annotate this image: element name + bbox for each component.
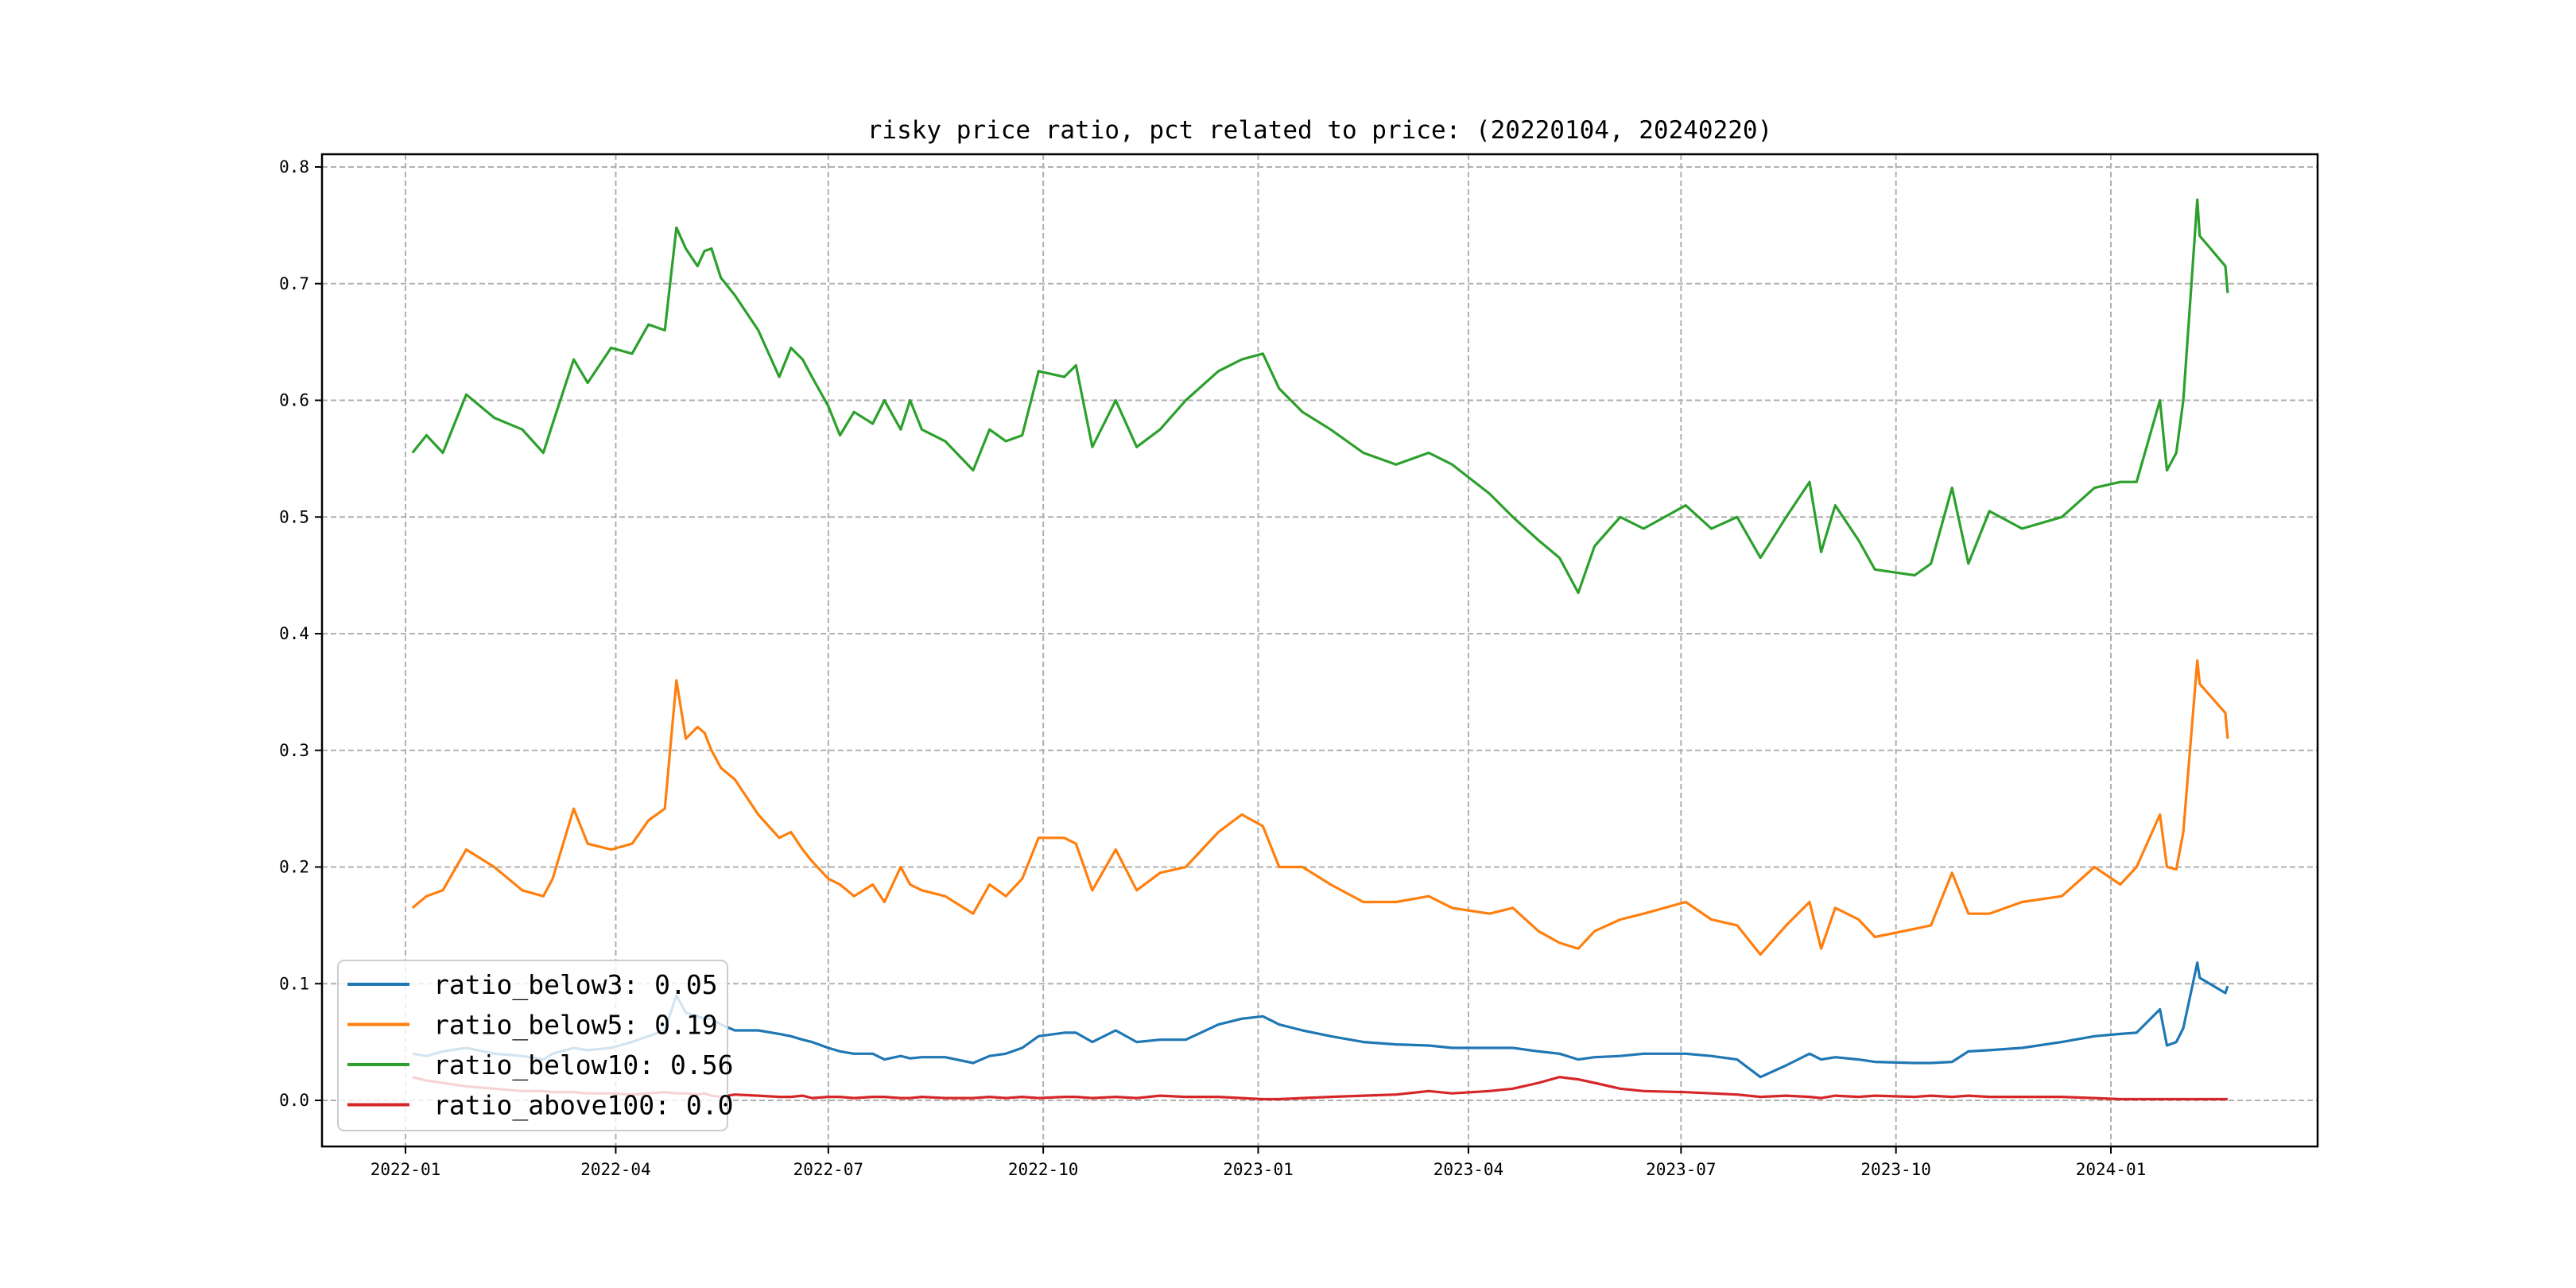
x-tick-label: 2024-01 — [2076, 1160, 2147, 1179]
y-tick-label: 0.8 — [279, 157, 309, 177]
y-tick-label: 0.7 — [279, 274, 309, 293]
legend-box — [337, 960, 728, 1131]
legend-label: ratio_above100: 0.0 — [433, 1090, 734, 1122]
y-tick-label: 0.1 — [279, 974, 309, 993]
y-tick-label: 0.0 — [279, 1091, 309, 1110]
x-tick-label: 2022-04 — [580, 1160, 651, 1179]
x-tick-label: 2023-10 — [1860, 1160, 1931, 1179]
x-tick-label: 2023-07 — [1646, 1160, 1717, 1179]
legend: ratio_below3: 0.05 ratio_below5: 0.19 rati… — [337, 960, 734, 1131]
series-line-ratio-below5 — [411, 659, 2229, 956]
legend-label: ratio_below5: 0.19 — [433, 1010, 718, 1042]
x-tick-label: 2022-07 — [793, 1160, 864, 1179]
series-line-ratio-below10 — [411, 198, 2229, 595]
plot-frame — [320, 153, 2319, 1148]
x-tick-label: 2022-10 — [1008, 1160, 1079, 1179]
y-tick-label: 0.2 — [279, 858, 309, 877]
x-tick-label: 2022-01 — [370, 1160, 441, 1179]
legend-label: ratio_below3: 0.05 — [433, 969, 718, 1001]
y-tick-label: 0.5 — [279, 507, 309, 526]
y-tick-label: 0.6 — [279, 391, 309, 410]
axis-ticks: 0.0 0.1 0.2 0.3 0.4 0.5 0.6 0.7 0.8 2022-01 2022-0… — [279, 157, 2146, 1179]
legend-label: ratio_below10: 0.56 — [433, 1049, 734, 1081]
x-tick-label: 2023-01 — [1223, 1160, 1294, 1179]
y-tick-label: 0.3 — [279, 741, 309, 760]
x-tick-label: 2023-04 — [1433, 1160, 1504, 1179]
y-tick-label: 0.4 — [279, 624, 309, 643]
chart-title: risky price ratio, pct related to price:… — [867, 116, 1772, 145]
